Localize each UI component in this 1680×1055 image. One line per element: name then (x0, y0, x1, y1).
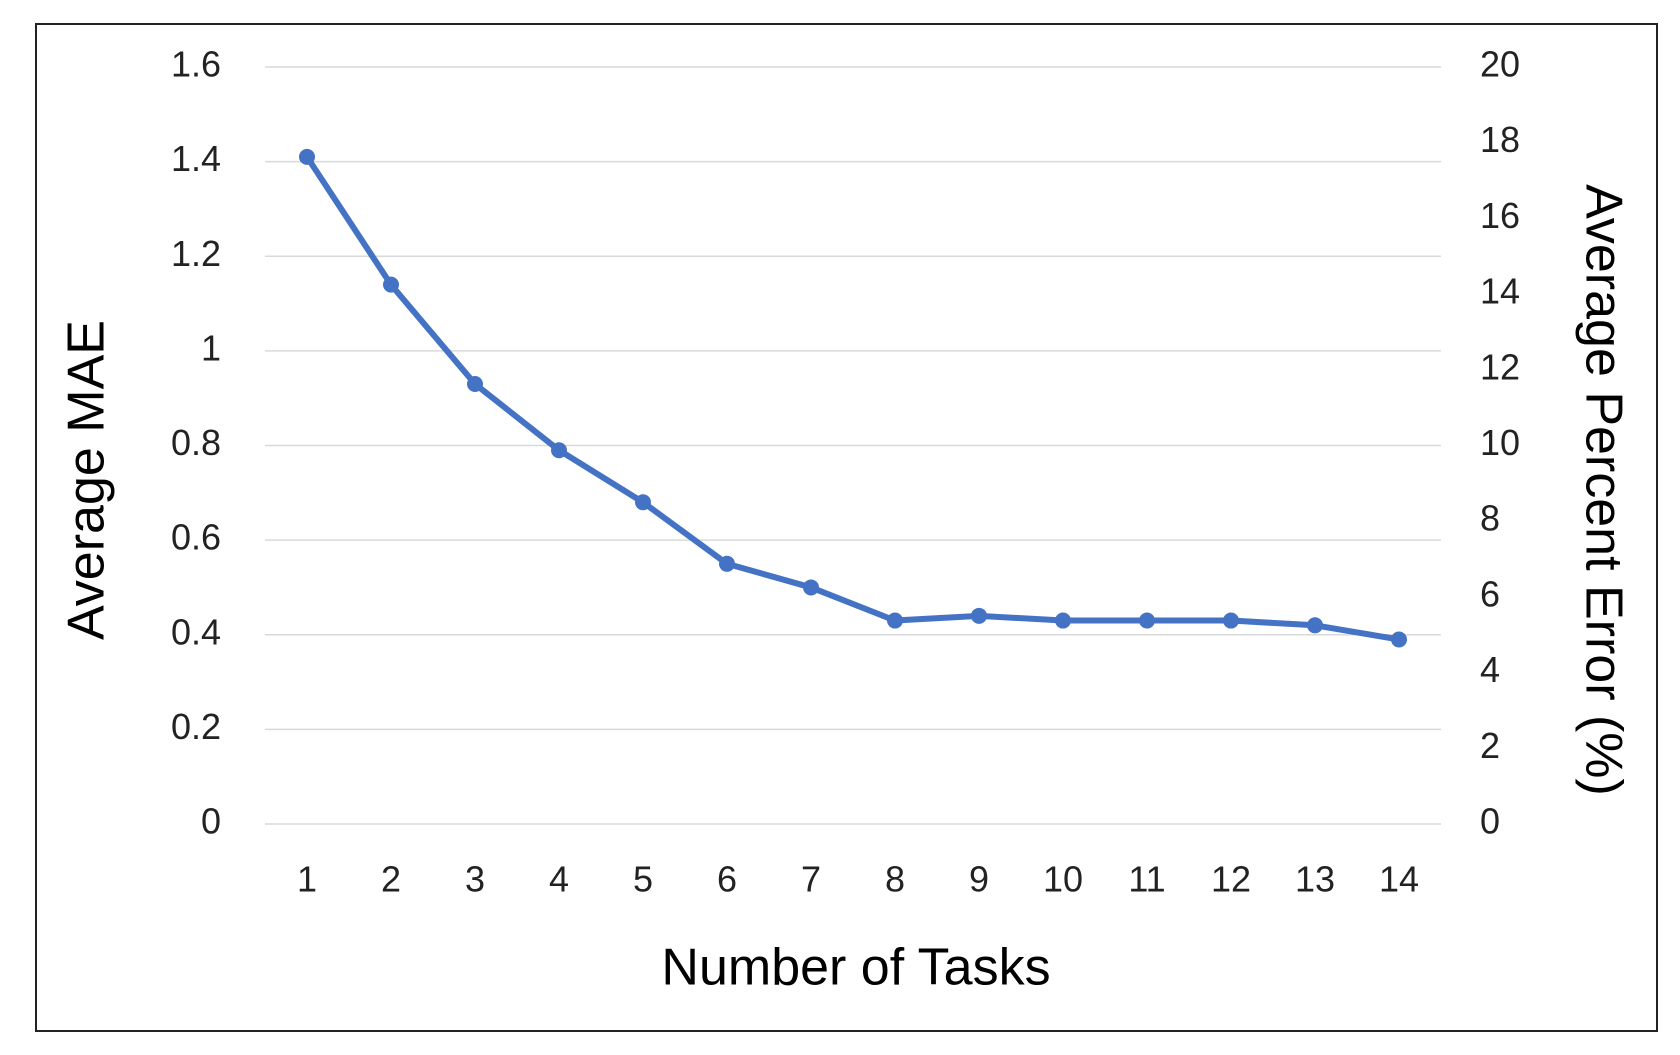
data-point (1055, 612, 1071, 629)
y2-tick-label: 16 (1480, 195, 1520, 236)
x-tick-label: 3 (465, 859, 485, 900)
y2-tick-label: 6 (1480, 573, 1500, 614)
x-tick-label: 4 (549, 859, 569, 900)
y2-tick-label: 12 (1480, 346, 1520, 387)
series-line (304, 155, 1400, 643)
y-tick-label: 1.2 (171, 233, 221, 274)
y2-axis-title: Average Percent Error (%) (1574, 184, 1632, 796)
y-tick-label: 0.8 (171, 422, 221, 463)
y2-tick-label: 14 (1480, 271, 1520, 312)
y-tick-label: 0.2 (171, 706, 221, 747)
y-tick-label: 0.6 (171, 517, 221, 558)
x-tick-label: 10 (1043, 859, 1083, 900)
y-tick-label: 0 (201, 801, 221, 842)
x-tick-label: 1 (297, 859, 317, 900)
x-tick-label: 9 (969, 859, 989, 900)
data-point (719, 555, 735, 572)
data-point (1307, 617, 1323, 634)
x-tick-label: 7 (801, 859, 821, 900)
x-tick-label: 8 (885, 859, 905, 900)
data-point (467, 375, 483, 392)
y2-tick-label: 8 (1480, 498, 1500, 539)
y2-tick-label: 20 (1480, 44, 1520, 85)
data-point (1139, 612, 1155, 629)
x-tick-label: 13 (1295, 859, 1335, 900)
data-point (971, 607, 987, 624)
x-tick-label: 11 (1128, 859, 1165, 900)
x-tick-label: 2 (381, 859, 401, 900)
y2-tick-label: 2 (1480, 725, 1500, 766)
data-point (551, 442, 567, 459)
y-tick-label: 1.4 (171, 138, 221, 179)
y2-tick-label: 18 (1480, 119, 1520, 160)
data-point (635, 494, 651, 511)
y-axis-title: Average MAE (58, 320, 116, 640)
data-point (299, 148, 315, 165)
data-point (1391, 631, 1407, 648)
x-tick-label: 14 (1379, 859, 1419, 900)
x-axis-title: Number of Tasks (661, 939, 1050, 997)
data-point (887, 612, 903, 629)
y2-tick-label: 10 (1480, 422, 1520, 463)
y2-tick-label: 0 (1480, 801, 1500, 842)
data-point (1223, 612, 1239, 629)
y-tick-label: 1.6 (171, 44, 221, 85)
data-point (383, 276, 399, 293)
x-tick-label: 12 (1211, 859, 1251, 900)
y-tick-label: 1 (201, 327, 221, 368)
y-tick-label: 0.4 (171, 611, 221, 652)
x-tick-label: 5 (633, 859, 653, 900)
x-tick-label: 6 (717, 859, 737, 900)
y2-tick-label: 4 (1480, 649, 1500, 690)
data-point (803, 579, 819, 596)
chart-border (35, 23, 1658, 1032)
